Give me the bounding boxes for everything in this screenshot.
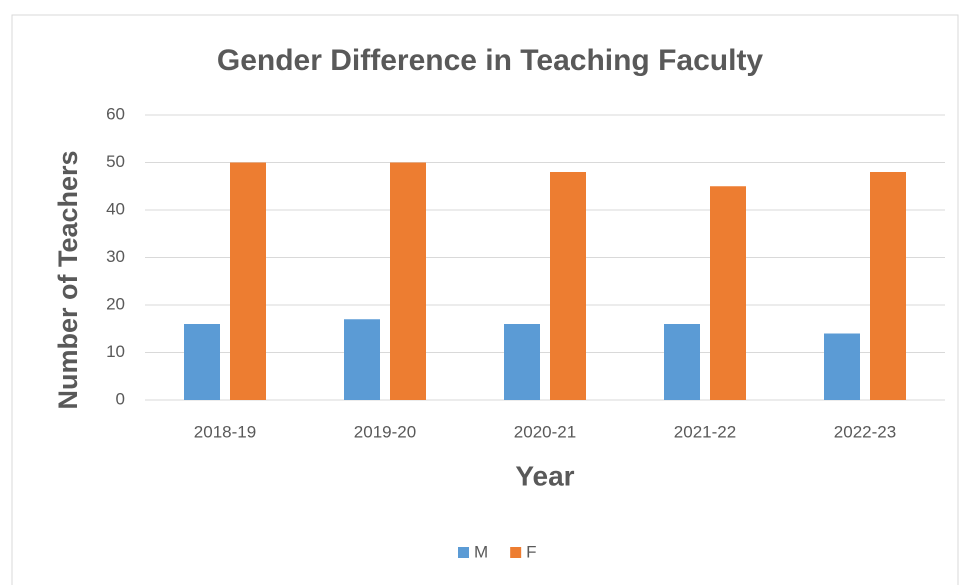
bar: [184, 324, 220, 400]
bar: [390, 162, 426, 400]
x-tick-label: 2018-19: [194, 422, 256, 441]
bar: [504, 324, 540, 400]
y-tick-label: 30: [106, 247, 125, 266]
x-tick-label: 2021-22: [674, 422, 736, 441]
bar: [870, 172, 906, 400]
y-tick-label: 60: [106, 104, 125, 123]
y-tick-label: 50: [106, 152, 125, 171]
x-axis-label: Year: [515, 460, 574, 491]
bar: [710, 186, 746, 400]
bar: [344, 319, 380, 400]
legend-label: F: [526, 542, 536, 561]
x-tick-label: 2019-20: [354, 422, 416, 441]
bar: [824, 333, 860, 400]
x-tick-label: 2020-21: [514, 422, 576, 441]
y-tick-label: 0: [116, 389, 125, 408]
x-tick-label: 2022-23: [834, 422, 896, 441]
y-tick-label: 20: [106, 294, 125, 313]
chart-border: [11, 14, 959, 585]
y-tick-label: 40: [106, 199, 125, 218]
chart-title: Gender Difference in Teaching Faculty: [217, 44, 764, 77]
legend-label: M: [474, 542, 488, 561]
y-tick-label: 10: [106, 342, 125, 361]
legend-swatch: [510, 547, 522, 558]
bar: [230, 162, 266, 400]
legend-swatch: [458, 547, 469, 558]
bar: [664, 324, 700, 400]
bar: [550, 172, 586, 400]
y-axis-label: Number of Teachers: [53, 150, 83, 409]
